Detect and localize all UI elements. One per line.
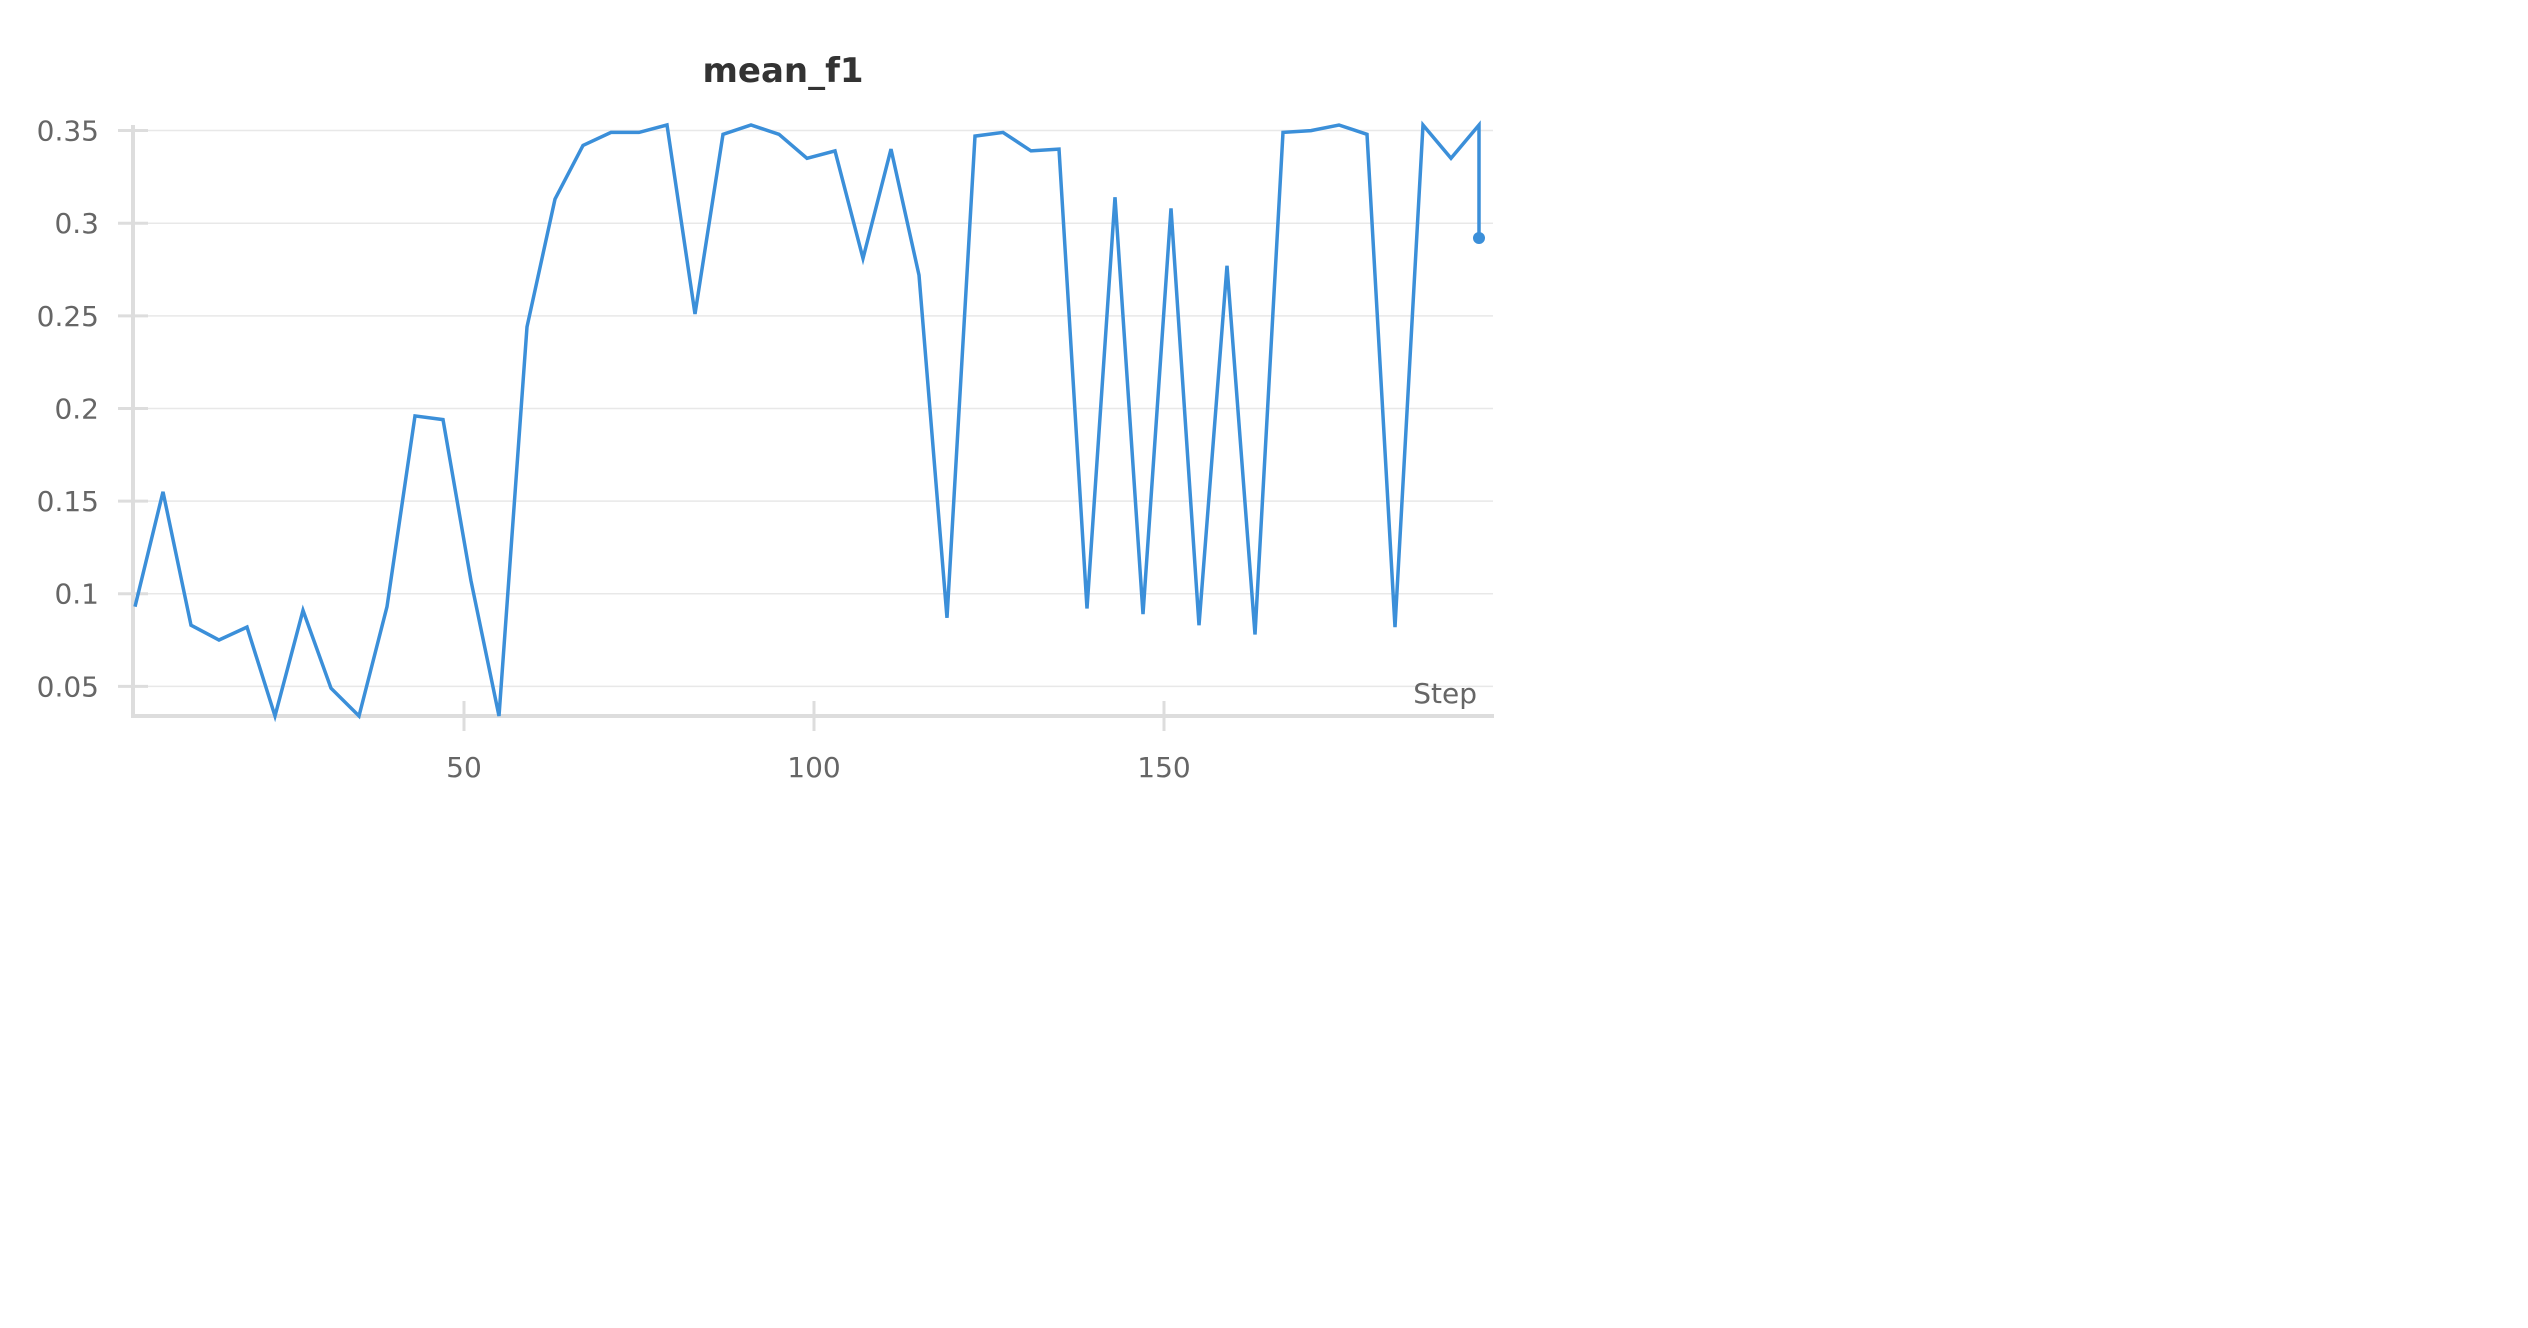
x-tick-label: 150 [1137,751,1190,784]
x-tick-label: 100 [787,751,840,784]
x-ticks: 50 100 150 [446,701,1191,784]
y-tick-label: 0.05 [37,670,99,703]
axes [131,125,1494,718]
y-tick-label: 0.3 [54,207,99,240]
x-axis-label: Step [1413,677,1477,710]
line-chart: mean_f1 0.05 0.1 0.15 0.2 0.25 0.3 0.35 50 100 1… [37,51,1494,784]
last-point-marker [1473,232,1485,245]
x-tick-label: 50 [446,751,482,784]
series-line [133,120,1481,723]
y-tick-label: 0.1 [54,578,99,611]
y-tick-label: 0.2 [54,392,99,425]
series-layer [133,120,1485,723]
y-ticks: 0.05 0.1 0.15 0.2 0.25 0.3 0.35 [37,115,148,703]
chart-title: mean_f1 [702,51,863,91]
grid-lines [133,129,1493,688]
y-tick-label: 0.35 [37,115,99,148]
y-tick-label: 0.25 [37,300,99,333]
y-tick-label: 0.15 [37,485,99,518]
